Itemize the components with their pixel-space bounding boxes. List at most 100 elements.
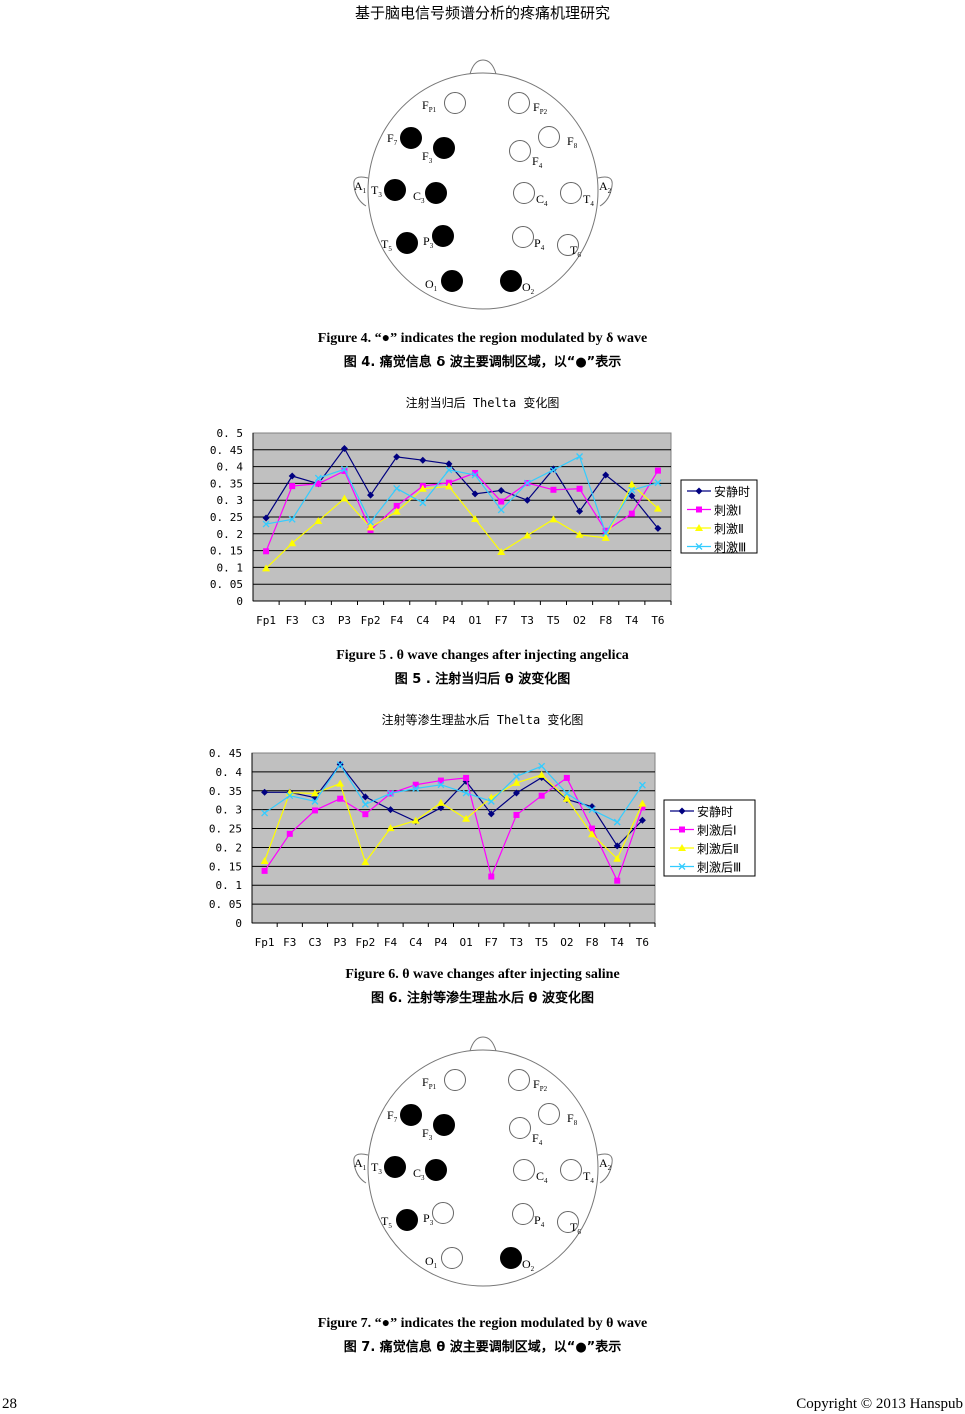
- data-point: [523, 496, 531, 504]
- x-tick-label: C4: [416, 614, 430, 627]
- data-point: [445, 460, 453, 468]
- electrode-label-f7: F7: [387, 1108, 398, 1124]
- left-ear-shape: [353, 1153, 369, 1184]
- series-line: [264, 777, 643, 883]
- data-point: [613, 818, 621, 826]
- x-tick-label: P4: [442, 614, 456, 627]
- legend-marker: [695, 543, 703, 550]
- electrode-c4: [513, 182, 535, 204]
- x-tick-label: T4: [611, 936, 625, 949]
- y-tick-label: 0. 45: [210, 444, 243, 457]
- electrode-label-p3: P3: [423, 1211, 434, 1227]
- data-point: [286, 792, 294, 800]
- ear-label-a1: A1: [354, 1156, 367, 1172]
- y-tick-label: 0. 4: [216, 766, 243, 779]
- electrode-fp1: [444, 1069, 466, 1091]
- x-tick-label: F3: [286, 614, 299, 627]
- data-point: [497, 506, 505, 514]
- x-tick-label: O1: [468, 614, 481, 627]
- legend-marker: [678, 807, 686, 815]
- right-ear-shape: [597, 1153, 613, 1184]
- electrode-label-f4: F4: [532, 1131, 543, 1147]
- data-point: [628, 486, 636, 494]
- nose-shape: [469, 1036, 497, 1052]
- data-point: [340, 465, 348, 473]
- y-tick-label: 0. 05: [209, 898, 242, 911]
- electrode-p4: [512, 1203, 534, 1225]
- legend-label: 刺激后Ⅲ: [697, 861, 741, 875]
- data-point: [314, 517, 323, 525]
- electrode-label-f3: F3: [422, 149, 433, 165]
- x-tick-label: T6: [636, 936, 649, 949]
- data-point: [602, 527, 609, 534]
- y-tick-label: 0. 3: [216, 804, 243, 817]
- series-4: [261, 761, 646, 826]
- data-point: [261, 867, 268, 874]
- electrode-t5-modulated: [396, 1209, 418, 1231]
- data-point: [462, 789, 470, 797]
- data-point: [392, 507, 401, 515]
- x-tick-label: Fp2: [355, 936, 375, 949]
- electrode-t6: [557, 1211, 579, 1233]
- figure7-caption-zh: 图 7. 痛觉信息 θ 波主要调制区域，以“●”表示: [343, 1340, 622, 1355]
- electrode-label-t5: T5: [381, 237, 392, 253]
- data-point: [576, 485, 583, 492]
- data-point: [261, 788, 269, 796]
- ear-label-a2: A2: [599, 179, 612, 195]
- data-point: [523, 479, 531, 487]
- legend-label: 刺激后Ⅰ: [697, 824, 737, 838]
- series-line: [265, 470, 659, 552]
- x-tick-label: Fp2: [361, 614, 381, 627]
- data-point: [638, 781, 646, 789]
- data-point: [361, 858, 370, 866]
- y-tick-label: 0. 35: [210, 477, 243, 490]
- legend-label: 刺激Ⅰ: [714, 504, 742, 518]
- data-point: [639, 804, 646, 811]
- data-point: [613, 842, 621, 850]
- data-point: [288, 515, 296, 523]
- chart-theta-angelica: 0 0. 05 0. 1 0. 15 0. 2 0. 25 0. 3 0. 35 0. 4 0. …: [210, 427, 758, 627]
- x-tick-label: T3: [510, 936, 523, 949]
- data-point: [262, 514, 270, 522]
- legend-marker: [678, 844, 686, 851]
- electrode-f3-modulated: [433, 1114, 455, 1136]
- legend-label: 安静时: [697, 804, 733, 819]
- x-tick-label: F3: [283, 936, 296, 949]
- figure4-caption-en: Figure 4. “●” indicates the region modul…: [317, 331, 648, 346]
- electrode-p3-modulated: [432, 225, 454, 247]
- chart2-title: 注射等渗生理盐水后 Thelta 变化图: [381, 713, 584, 727]
- x-tick-label: Fp1: [256, 614, 276, 627]
- figure5-caption-zh: 图 5 . 注射当归后 θ 波变化图: [394, 672, 571, 687]
- electrode-label-c3: C3: [413, 189, 425, 205]
- page-number: 28: [2, 1396, 17, 1412]
- data-point: [538, 792, 545, 799]
- electrode-f7-modulated: [400, 127, 422, 149]
- x-tick-label: O1: [459, 936, 472, 949]
- data-point: [341, 467, 348, 474]
- data-point: [361, 793, 369, 801]
- electrode-label-t6: T6: [570, 1220, 581, 1236]
- electrode-c3-modulated: [425, 1159, 447, 1181]
- data-point: [419, 499, 427, 507]
- y-tick-label: 0. 2: [216, 841, 243, 854]
- data-point: [387, 789, 394, 797]
- legend-marker: [678, 863, 686, 870]
- legend-label: 刺激Ⅱ: [714, 522, 744, 536]
- data-point: [411, 816, 420, 824]
- electrode-c4: [513, 1159, 535, 1181]
- y-tick-label: 0. 35: [209, 785, 242, 798]
- data-point: [628, 510, 635, 517]
- electrode-f4: [509, 1117, 531, 1139]
- data-point: [463, 774, 470, 781]
- data-point: [512, 789, 520, 797]
- data-point: [654, 479, 662, 487]
- x-tick-label: T6: [651, 614, 664, 627]
- x-tick-label: C3: [308, 936, 321, 949]
- electrode-o2-modulated: [500, 1247, 522, 1269]
- data-point: [263, 548, 270, 555]
- data-point: [653, 504, 662, 512]
- data-point: [601, 533, 610, 541]
- copyright: Copyright © 2013 Hanspub: [796, 1396, 963, 1412]
- x-tick-label: C4: [409, 936, 423, 949]
